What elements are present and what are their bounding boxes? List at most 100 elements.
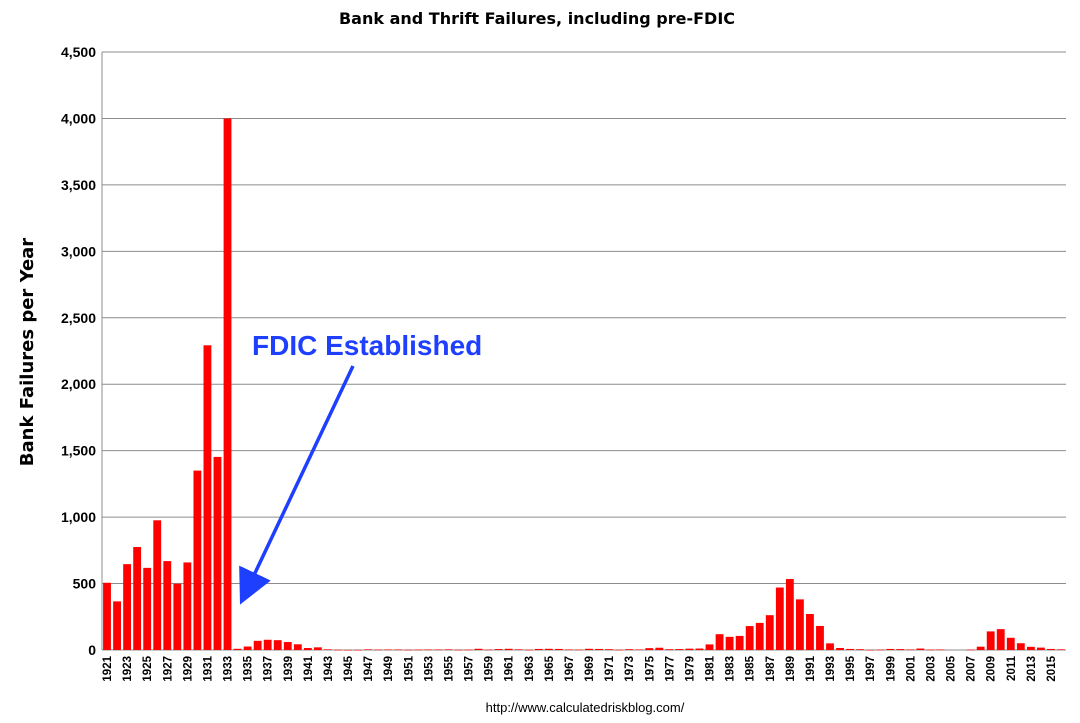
x-tick-label: 1943 xyxy=(323,656,335,682)
x-tick-label: 1921 xyxy=(102,655,114,681)
x-tick-label: 1973 xyxy=(624,656,636,682)
bar-1955 xyxy=(444,649,453,650)
x-axis-ticks: 1921 1923 1925 1927 1929 1931 1933 1935 1937 1939… xyxy=(102,655,1058,681)
y-tick-label: 3,500 xyxy=(61,177,96,193)
x-tick-label: 1983 xyxy=(725,656,737,682)
bar-2009 xyxy=(986,631,995,650)
x-tick-label: 1971 xyxy=(604,655,616,681)
y-tick-label: 4,000 xyxy=(61,110,96,126)
bar-1965 xyxy=(544,648,553,650)
bar-1990 xyxy=(795,599,804,650)
x-tick-label: 1977 xyxy=(664,656,676,682)
x-tick-label: 1965 xyxy=(544,655,556,681)
bar-2002 xyxy=(916,648,925,650)
x-tick-label: 1989 xyxy=(785,656,797,682)
bar-1983 xyxy=(725,636,734,650)
x-tick-label: 1951 xyxy=(403,655,415,681)
bar-1973 xyxy=(625,649,634,650)
bar-1933 xyxy=(223,118,232,650)
bar-1946 xyxy=(354,649,362,651)
bar-1998 xyxy=(876,649,885,651)
bar-1978 xyxy=(675,649,684,650)
y-tick-label: 500 xyxy=(73,576,97,592)
bar-1980 xyxy=(695,648,704,650)
bar-1959 xyxy=(484,649,493,651)
bar-1929 xyxy=(183,562,192,650)
source-url: http://www.calculatedriskblog.com/ xyxy=(486,700,685,715)
x-tick-label: 1927 xyxy=(162,656,174,682)
y-tick-label: 2,500 xyxy=(61,310,96,326)
bar-1982 xyxy=(715,634,724,650)
bar-1926 xyxy=(153,520,162,650)
bar-1935 xyxy=(243,646,252,650)
bar-1938 xyxy=(273,640,282,650)
gridlines xyxy=(102,51,1066,585)
x-tick-label: 2005 xyxy=(946,655,958,681)
x-tick-label: 1929 xyxy=(182,656,194,682)
bar-1994 xyxy=(836,648,844,650)
bar-1995 xyxy=(846,648,855,650)
bar-1968 xyxy=(575,649,583,651)
bar-1927 xyxy=(163,561,172,650)
x-tick-label: 1959 xyxy=(484,656,496,682)
y-tick-label: 1,500 xyxy=(61,443,96,459)
bar-1967 xyxy=(565,649,573,651)
bar-2016 xyxy=(1057,649,1065,650)
bar-1954 xyxy=(434,649,443,651)
bar-1939 xyxy=(283,642,292,650)
bar-1921 xyxy=(103,582,111,650)
x-tick-label: 1995 xyxy=(845,655,857,681)
bar-1962 xyxy=(514,649,523,650)
x-tick-label: 1945 xyxy=(343,655,355,681)
x-tick-label: 2013 xyxy=(1026,656,1038,682)
bar-1942 xyxy=(313,647,322,650)
bar-1930 xyxy=(193,470,202,650)
y-tick-label: 2,000 xyxy=(61,376,96,392)
x-tick-label: 1937 xyxy=(263,656,275,682)
y-tick-label: 1,000 xyxy=(61,509,96,525)
x-tick-label: 1985 xyxy=(745,655,757,681)
x-tick-label: 1963 xyxy=(524,656,536,682)
x-tick-label: 1957 xyxy=(464,656,476,682)
x-tick-label: 1931 xyxy=(202,655,214,681)
bar-1961 xyxy=(504,648,513,650)
bar-2010 xyxy=(996,629,1005,650)
x-tick-label: 1933 xyxy=(223,656,235,682)
x-tick-label: 1923 xyxy=(122,656,134,682)
bar-1979 xyxy=(685,648,694,650)
bar-1953 xyxy=(424,649,433,651)
x-tick-label: 2001 xyxy=(905,655,917,681)
x-tick-label: 1947 xyxy=(363,656,375,682)
bar-1957 xyxy=(464,649,473,651)
bar-1949 xyxy=(384,649,393,651)
x-tick-label: 2015 xyxy=(1046,655,1058,681)
bar-1987 xyxy=(765,615,774,650)
bar-1976 xyxy=(655,647,664,650)
y-axis-ticks: 0 500 1,000 1,500 2,000 2,500 3,000 3,500 4,000 4… xyxy=(61,44,96,658)
bar-1925 xyxy=(143,567,152,650)
y-tick-label: 4,500 xyxy=(61,44,96,60)
bar-1981 xyxy=(705,644,714,650)
bar-1992 xyxy=(816,625,824,650)
x-tick-label: 1955 xyxy=(443,655,455,681)
bar-2013 xyxy=(1026,646,1035,650)
bar-1958 xyxy=(474,648,483,650)
bar-1947 xyxy=(364,649,373,650)
bar-1999 xyxy=(886,648,895,650)
x-tick-label: 1941 xyxy=(303,655,315,681)
x-tick-label: 1999 xyxy=(885,656,897,682)
bar-1941 xyxy=(303,648,312,650)
bar-1956 xyxy=(454,649,463,651)
bar-1993 xyxy=(826,643,834,650)
bar-1943 xyxy=(324,649,332,650)
bar-1934 xyxy=(233,648,242,650)
bar-1966 xyxy=(554,648,563,650)
fdic-annotation-arrow xyxy=(239,365,355,605)
x-tick-label: 2007 xyxy=(966,656,978,682)
bar-1984 xyxy=(735,635,744,650)
x-tick-label: 2003 xyxy=(925,656,937,682)
bar-2004 xyxy=(936,649,945,651)
bar-1970 xyxy=(595,648,603,650)
bar-1924 xyxy=(133,547,142,650)
